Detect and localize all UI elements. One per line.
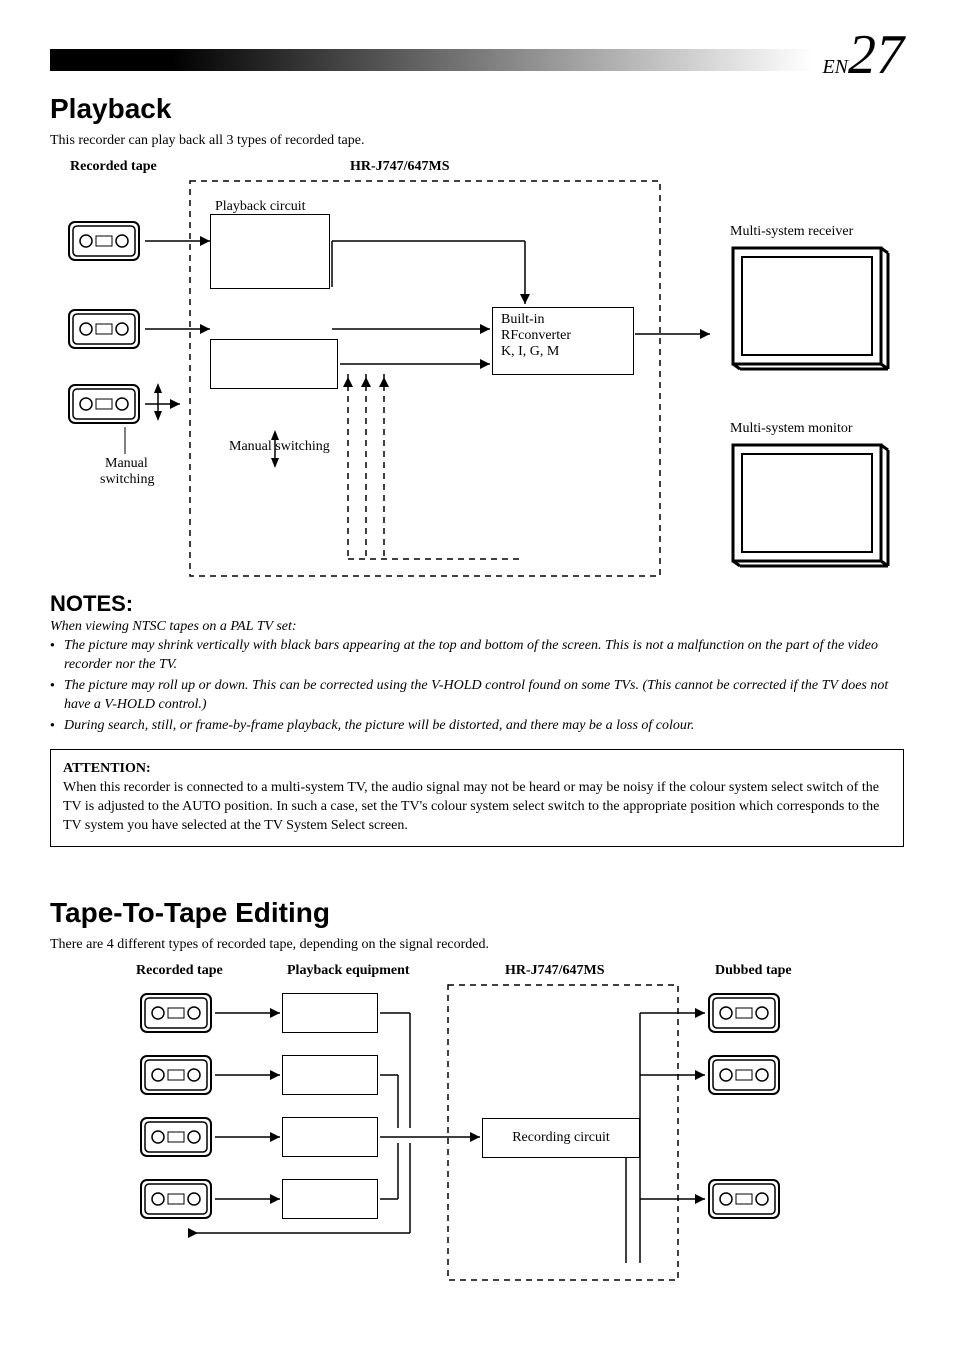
playback-intro: This recorder can play back all 3 types … — [50, 133, 904, 149]
attention-body: When this recorder is connected to a mul… — [63, 780, 879, 833]
editing-diagram: Recorded tape Playback equipment HR-J747… — [50, 963, 904, 1283]
label-manual-switching: Manual switching — [229, 439, 330, 455]
tape-icon — [140, 1055, 212, 1095]
rf-line1: Built-in — [501, 312, 625, 328]
playback-box — [282, 1117, 378, 1157]
tape-icon — [708, 993, 780, 1033]
attention-box: ATTENTION: When this recorder is connect… — [50, 749, 904, 847]
header-gradient — [170, 49, 812, 71]
label-playback-circuit: Playback circuit — [215, 199, 306, 215]
tape-icon — [140, 1117, 212, 1157]
rf-line2: RFconverter — [501, 328, 625, 344]
tape-icon — [140, 1179, 212, 1219]
rf-line3: K, I, G, M — [501, 344, 625, 360]
notes-heading: NOTES: — [50, 591, 904, 617]
editing-intro: There are 4 different types of recorded … — [50, 937, 904, 953]
tv-icon — [730, 442, 890, 570]
label-manual-left1: Manual — [105, 456, 148, 472]
label-multi-receiver: Multi-system receiver — [730, 224, 853, 240]
header-black-block — [50, 49, 170, 71]
label-multi-monitor: Multi-system monitor — [730, 421, 853, 437]
page-number: EN 27 — [822, 27, 904, 83]
tape-icon — [708, 1179, 780, 1219]
page-num-prefix: EN — [822, 56, 848, 79]
tape-icon — [140, 993, 212, 1033]
playback-diagram: Recorded tape HR-J747/647MS — [50, 159, 904, 579]
playback-box — [282, 1055, 378, 1095]
notes-item: The picture may roll up or down. This ca… — [50, 677, 904, 715]
attention-heading: ATTENTION: — [63, 761, 151, 776]
label-recording-circuit: Recording circuit — [512, 1130, 610, 1146]
editing-heading: Tape-To-Tape Editing — [50, 897, 904, 929]
playback-box — [282, 993, 378, 1033]
switch-box — [210, 339, 338, 389]
rf-converter-box: Built-in RFconverter K, I, G, M — [492, 307, 634, 375]
notes-item: The picture may shrink vertically with b… — [50, 637, 904, 675]
label-manual-left2: switching — [100, 472, 154, 488]
notes-item: During search, still, or frame-by-frame … — [50, 717, 904, 736]
tape-icon — [68, 384, 140, 424]
recording-circuit-box: Recording circuit — [482, 1118, 640, 1158]
tape-icon — [708, 1055, 780, 1095]
tape-icon — [68, 221, 140, 261]
playback-box — [282, 1179, 378, 1219]
playback-heading: Playback — [50, 93, 904, 125]
notes-list: The picture may shrink vertically with b… — [50, 637, 904, 735]
tv-icon — [730, 245, 890, 373]
page-num-value: 27 — [848, 27, 904, 83]
tape-icon — [68, 309, 140, 349]
header-bar: EN 27 — [50, 35, 904, 85]
playback-circuit-box — [210, 214, 330, 289]
notes-intro: When viewing NTSC tapes on a PAL TV set: — [50, 619, 904, 635]
